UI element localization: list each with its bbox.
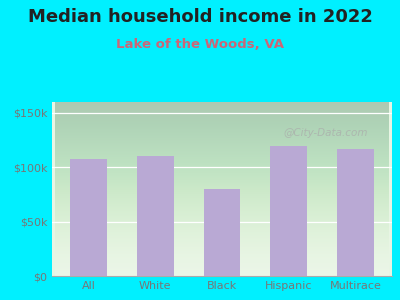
Text: Lake of the Woods, VA: Lake of the Woods, VA — [116, 38, 284, 50]
Bar — [270, 146, 307, 276]
Bar — [337, 149, 374, 276]
Bar — [137, 156, 174, 276]
Text: Median household income in 2022: Median household income in 2022 — [28, 8, 372, 26]
Text: @City-Data.com: @City-Data.com — [283, 128, 368, 138]
Bar — [204, 189, 240, 276]
Bar — [70, 158, 107, 276]
